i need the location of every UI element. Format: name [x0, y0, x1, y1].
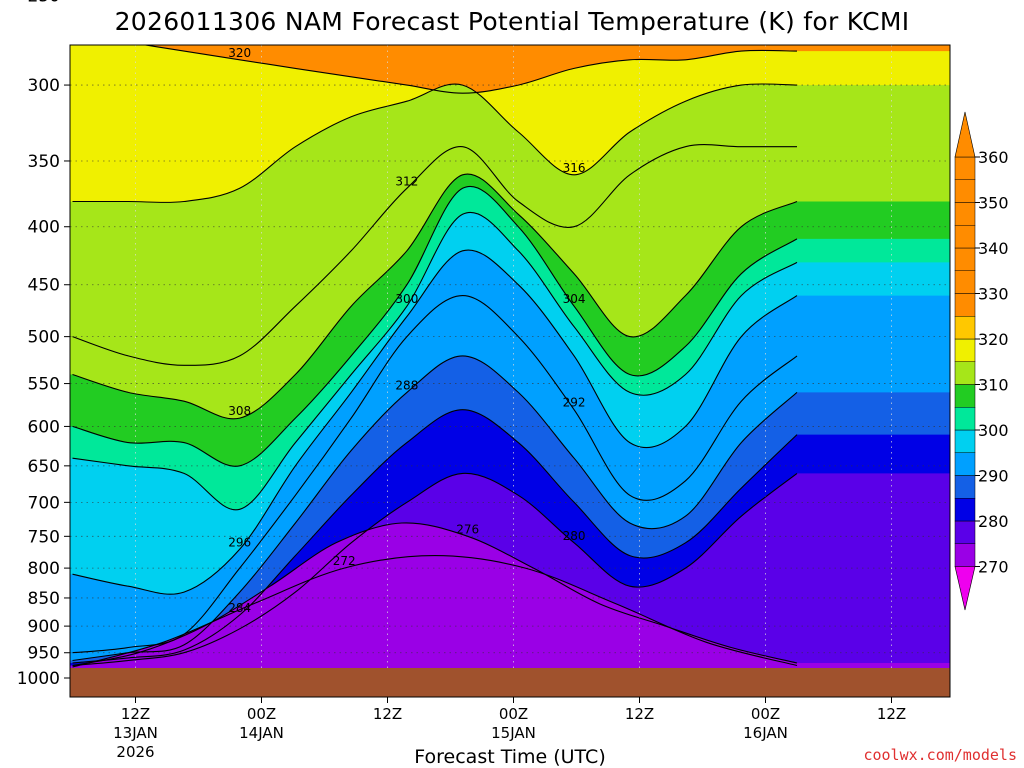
isentrope-line: [72, 555, 798, 668]
isentrope-line: [72, 173, 798, 420]
colorbar: 270 280 290 300 310 320 330 340 350 360: [954, 111, 1009, 611]
isentrope-label: 316: [563, 161, 586, 175]
isentrope-layer: 2722762802842882922963003043083123163203…: [72, 45, 798, 668]
isentrope-label: 300: [395, 292, 418, 306]
y-axis: 250 300 350 400 450 500 550 600 650 700 750 800 850 9…: [17, 0, 70, 689]
y-tick-label: 300: [28, 76, 60, 96]
temperature-fill-layer: [70, 45, 950, 697]
isentrope-label: 276: [456, 522, 479, 536]
isentrope-line: [72, 211, 798, 511]
colorbar-segment: [954, 475, 976, 499]
y-tick-label: 750: [28, 527, 60, 547]
colorbar-segment: [954, 156, 976, 180]
colorbar-segment: [954, 543, 976, 567]
x-tick-label: 00Z: [751, 705, 780, 723]
colorbar-segment: [954, 179, 976, 203]
isentrope-line: [72, 144, 797, 366]
plot-area: 2722762802842882922963003043083123163203…: [70, 45, 950, 697]
colorbar-segment: [954, 247, 976, 271]
x-tick-label: 2026: [116, 743, 154, 761]
colorbar-segment: [954, 452, 976, 476]
colorbar-segment: [954, 407, 976, 431]
isentrope-label: 304: [563, 292, 586, 306]
isentrope-line: [72, 472, 798, 667]
y-tick-label: 800: [28, 559, 60, 579]
y-tick-label: 700: [28, 493, 60, 513]
x-axis-label: Forecast Time (UTC): [414, 746, 605, 768]
isentrope-label: 296: [228, 535, 251, 549]
x-tick-label: 13JAN: [113, 724, 158, 742]
y-tick-label: 1000: [17, 669, 60, 689]
y-tick-label: 950: [28, 644, 60, 664]
y-tick-label: 650: [28, 457, 60, 477]
isentrope-line: [72, 355, 798, 662]
y-tick-label: 450: [28, 276, 60, 296]
colorbar-segment: [954, 225, 976, 249]
isentrope-label: 272: [333, 554, 356, 568]
colorbar-tick-label: 290: [978, 467, 1009, 486]
isentrope-label: 292: [563, 396, 586, 410]
colorbar-tick-label: 330: [978, 285, 1009, 304]
isentrope-line: [72, 185, 798, 467]
colorbar-tick-label: 270: [978, 558, 1009, 577]
colorbar-arrow-bottom: [954, 566, 976, 611]
colorbar-tick-label: 300: [978, 421, 1009, 440]
colorbar-segment: [954, 429, 976, 453]
isentrope-line: [72, 295, 798, 654]
colorbar-segment: [954, 498, 976, 522]
colorbar-segment: [954, 338, 976, 362]
isentrope-line: [72, 249, 798, 595]
colorbar-tick-label: 310: [978, 376, 1009, 395]
y-tick-label: 500: [28, 328, 60, 348]
isentrope-line: [72, 522, 798, 667]
ground-terrain: [70, 668, 950, 697]
chart-title: 2026011306 NAM Forecast Potential Temper…: [115, 7, 910, 36]
isentrope-label: 308: [228, 404, 251, 418]
colorbar-tick-label: 360: [978, 148, 1009, 167]
credit-text: coolwx.com/models: [863, 746, 1017, 764]
colorbar-segment: [954, 293, 976, 317]
x-tick-label: 00Z: [247, 705, 276, 723]
colorbar-tick-label: 280: [978, 512, 1009, 531]
colorbar-segment: [954, 202, 976, 226]
y-tick-label: 600: [28, 417, 60, 437]
isentrope-label: 280: [563, 529, 586, 543]
colorbar-segment: [954, 316, 976, 340]
x-tick-label: 15JAN: [491, 724, 536, 742]
plot-frame: [69, 44, 951, 698]
x-tick-label: 12Z: [625, 705, 654, 723]
isentrope-line: [142, 45, 798, 94]
x-tick-label: 14JAN: [239, 724, 284, 742]
colorbar-segment: [954, 361, 976, 385]
y-tick-label: 400: [28, 218, 60, 238]
colorbar-segment: [954, 384, 976, 408]
x-tick-label: 12Z: [373, 705, 402, 723]
colorbar-tick-label: 350: [978, 194, 1009, 213]
x-tick-label: 12Z: [877, 705, 906, 723]
colorbar-segment: [954, 270, 976, 294]
y-tick-label: 350: [28, 152, 60, 172]
isentrope-label: 320: [228, 46, 251, 60]
colorbar-tick-label: 340: [978, 239, 1009, 258]
isentrope-label: 284: [228, 601, 251, 615]
colorbar-segment: [954, 520, 976, 544]
isentrope-line: [72, 409, 798, 664]
isentrope-label: 312: [395, 174, 418, 188]
colorbar-arrow-top: [954, 111, 976, 158]
colorbar-tick-label: 320: [978, 330, 1009, 349]
isentrope-label: 288: [395, 378, 418, 392]
x-tick-label: 00Z: [499, 705, 528, 723]
x-tick-label: 12Z: [121, 705, 150, 723]
y-tick-label: 250: [28, 0, 60, 6]
x-tick-label: 16JAN: [743, 724, 788, 742]
y-tick-label: 850: [28, 589, 60, 609]
y-tick-label: 900: [28, 617, 60, 637]
isentrope-line: [72, 83, 798, 204]
y-tick-label: 550: [28, 375, 60, 395]
